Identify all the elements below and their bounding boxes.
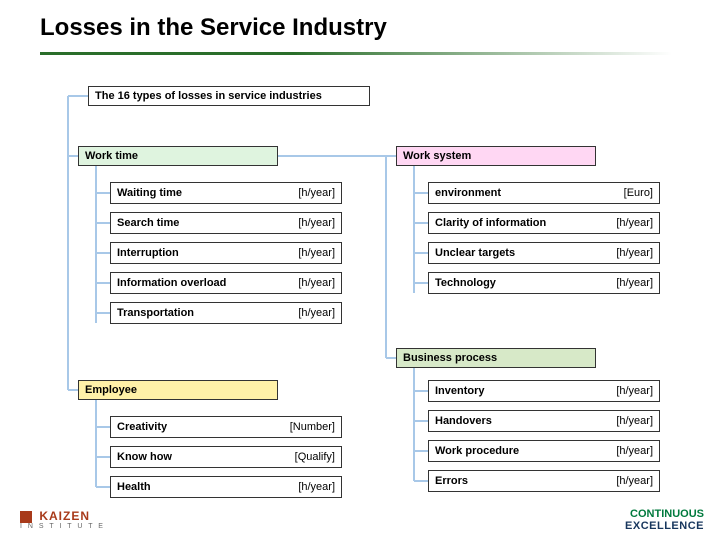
leaf-label: Search time bbox=[117, 217, 179, 229]
leaf-label: Creativity bbox=[117, 421, 167, 433]
leaf-unit: [h/year] bbox=[298, 307, 335, 319]
root-box: The 16 types of losses in service indust… bbox=[88, 86, 370, 106]
footer-right-bottom: EXCELLENCE bbox=[625, 520, 704, 532]
category-label: Employee bbox=[85, 384, 137, 396]
category-label: Work time bbox=[85, 150, 138, 162]
leaf-label: Inventory bbox=[435, 385, 485, 397]
leaf-label: Know how bbox=[117, 451, 172, 463]
leaf-unit: [h/year] bbox=[298, 217, 335, 229]
leaf-label: Errors bbox=[435, 475, 468, 487]
leaf-knowhow: Know how [Qualify] bbox=[110, 446, 342, 468]
category-business-process: Business process bbox=[396, 348, 596, 368]
page-title: Losses in the Service Industry bbox=[40, 14, 387, 42]
leaf-unit: [h/year] bbox=[616, 385, 653, 397]
leaf-errors: Errors [h/year] bbox=[428, 470, 660, 492]
category-employee: Employee bbox=[78, 380, 278, 400]
leaf-handovers: Handovers [h/year] bbox=[428, 410, 660, 432]
leaf-unit: [h/year] bbox=[298, 481, 335, 493]
leaf-label: Transportation bbox=[117, 307, 194, 319]
category-label: Work system bbox=[403, 150, 471, 162]
leaf-creativity: Creativity [Number] bbox=[110, 416, 342, 438]
category-label: Business process bbox=[403, 352, 497, 364]
leaf-work-procedure: Work procedure [h/year] bbox=[428, 440, 660, 462]
leaf-unit: [h/year] bbox=[616, 277, 653, 289]
leaf-unit: [h/year] bbox=[298, 187, 335, 199]
leaf-label: Unclear targets bbox=[435, 247, 515, 259]
leaf-label: Clarity of information bbox=[435, 217, 546, 229]
leaf-label: Work procedure bbox=[435, 445, 519, 457]
leaf-information-overload: Information overload [h/year] bbox=[110, 272, 342, 294]
leaf-unit: [Qualify] bbox=[295, 451, 335, 463]
leaf-unit: [h/year] bbox=[616, 247, 653, 259]
leaf-unit: [h/year] bbox=[616, 217, 653, 229]
leaf-unit: [h/year] bbox=[616, 445, 653, 457]
leaf-unit: [h/year] bbox=[298, 277, 335, 289]
footer-right-top: CONTINUOUS bbox=[630, 508, 704, 520]
leaf-label: environment bbox=[435, 187, 501, 199]
footer-left-sub: I N S T I T U T E bbox=[20, 523, 105, 530]
leaf-unit: [h/year] bbox=[616, 475, 653, 487]
leaf-inventory: Inventory [h/year] bbox=[428, 380, 660, 402]
leaf-label: Handovers bbox=[435, 415, 492, 427]
leaf-environment: environment [Euro] bbox=[428, 182, 660, 204]
footer-left-logo: KAIZEN I N S T I T U T E bbox=[20, 509, 105, 530]
leaf-unit: [Euro] bbox=[624, 187, 653, 199]
leaf-unit: [h/year] bbox=[616, 415, 653, 427]
root-label: The 16 types of losses in service indust… bbox=[95, 90, 322, 102]
leaf-label: Information overload bbox=[117, 277, 226, 289]
leaf-clarity: Clarity of information [h/year] bbox=[428, 212, 660, 234]
title-underline bbox=[40, 52, 672, 55]
leaf-unclear-targets: Unclear targets [h/year] bbox=[428, 242, 660, 264]
leaf-interruption: Interruption [h/year] bbox=[110, 242, 342, 264]
category-work-system: Work system bbox=[396, 146, 596, 166]
leaf-waiting-time: Waiting time [h/year] bbox=[110, 182, 342, 204]
leaf-label: Interruption bbox=[117, 247, 179, 259]
footer-right-logo: CONTINUOUS EXCELLENCE bbox=[625, 508, 704, 532]
leaf-search-time: Search time [h/year] bbox=[110, 212, 342, 234]
category-work-time: Work time bbox=[78, 146, 278, 166]
leaf-label: Health bbox=[117, 481, 151, 493]
footer-left-main: KAIZEN bbox=[39, 509, 90, 523]
leaf-label: Waiting time bbox=[117, 187, 182, 199]
leaf-transportation: Transportation [h/year] bbox=[110, 302, 342, 324]
leaf-health: Health [h/year] bbox=[110, 476, 342, 498]
leaf-unit: [h/year] bbox=[298, 247, 335, 259]
leaf-technology: Technology [h/year] bbox=[428, 272, 660, 294]
leaf-unit: [Number] bbox=[290, 421, 335, 433]
leaf-label: Technology bbox=[435, 277, 496, 289]
